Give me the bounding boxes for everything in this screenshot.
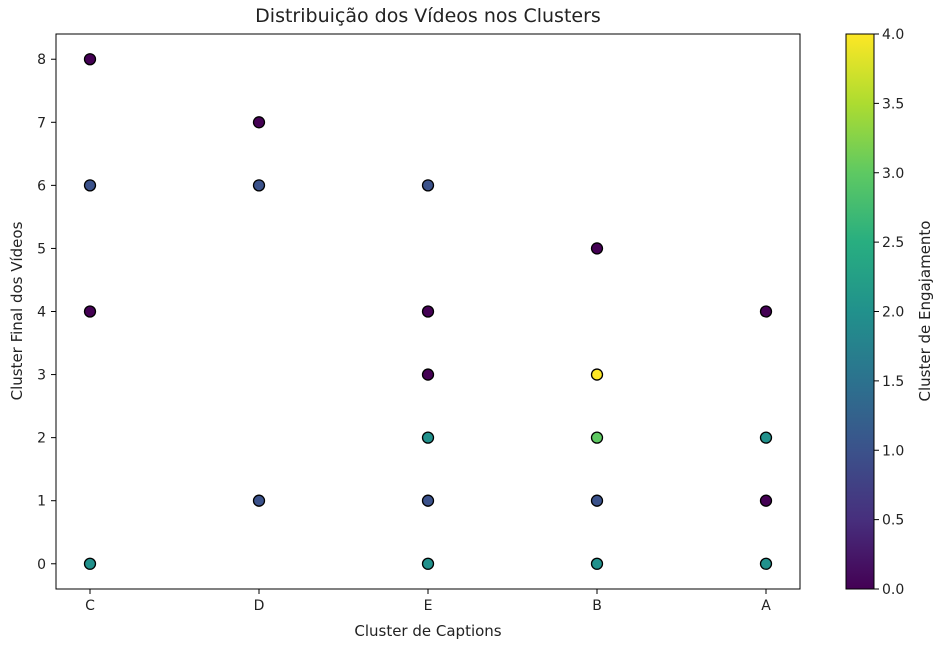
data-point: [759, 305, 773, 318]
data-point: [252, 116, 266, 129]
colorbar-tick-label: 1.0: [882, 443, 904, 459]
colorbar-tick-label: 3.5: [882, 96, 904, 112]
colorbar-tick-label: 0.0: [882, 582, 904, 598]
y-tick-label: 6: [37, 178, 46, 194]
x-tick-label: B: [592, 598, 602, 614]
y-tick-label: 3: [37, 368, 46, 384]
data-point: [759, 557, 773, 570]
x-tick-label: D: [254, 598, 265, 614]
y-tick-label: 1: [37, 494, 46, 510]
data-point: [83, 53, 97, 66]
data-point: [421, 494, 435, 507]
colorbar-ticks: 0.0 0.5 1.0 1.5 2.0 2.5 3.0 3.5 4.0: [874, 27, 904, 598]
y-tick-label: 8: [37, 52, 46, 68]
data-point: [590, 557, 604, 570]
data-point: [590, 368, 604, 381]
y-tick-label: 7: [37, 115, 46, 131]
data-point: [421, 305, 435, 318]
plot-frame: [55, 33, 801, 590]
x-tick-label: A: [761, 598, 771, 614]
data-point: [421, 368, 435, 381]
y-tick-label: 4: [37, 305, 46, 321]
colorbar-tick-label: 0.5: [882, 513, 904, 529]
data-point: [421, 179, 435, 192]
chart-title: Distribuição dos Vídeos nos Clusters: [255, 5, 601, 27]
colorbar-tick-label: 1.5: [882, 374, 904, 390]
y-tick-label: 5: [37, 241, 46, 257]
colorbar-tick-label: 4.0: [882, 27, 904, 43]
data-point: [590, 242, 604, 255]
y-tick-label: 2: [37, 431, 46, 447]
data-point: [83, 557, 97, 570]
data-points: [83, 53, 773, 570]
x-tick-label: E: [424, 598, 433, 614]
y-axis-ticks: 0 1 2 3 4 5 6 7 8: [37, 52, 56, 573]
colorbar-tick-label: 2.5: [882, 235, 904, 251]
data-point: [590, 494, 604, 507]
data-point: [83, 179, 97, 192]
data-point: [759, 494, 773, 507]
x-axis-label: Cluster de Captions: [354, 622, 501, 640]
y-axis-label: Cluster Final dos Vídeos: [8, 221, 26, 400]
data-point: [252, 494, 266, 507]
data-point: [252, 179, 266, 192]
data-point: [590, 431, 604, 444]
data-point: [421, 431, 435, 444]
data-point: [421, 557, 435, 570]
data-point: [759, 431, 773, 444]
data-point: [83, 305, 97, 318]
colorbar: [845, 33, 875, 590]
colorbar-label: Cluster de Engajamento: [916, 221, 934, 402]
colorbar-tick-label: 3.0: [882, 166, 904, 182]
colorbar-tick-label: 2.0: [882, 305, 904, 321]
x-tick-label: C: [85, 598, 95, 614]
y-tick-label: 0: [37, 557, 46, 573]
